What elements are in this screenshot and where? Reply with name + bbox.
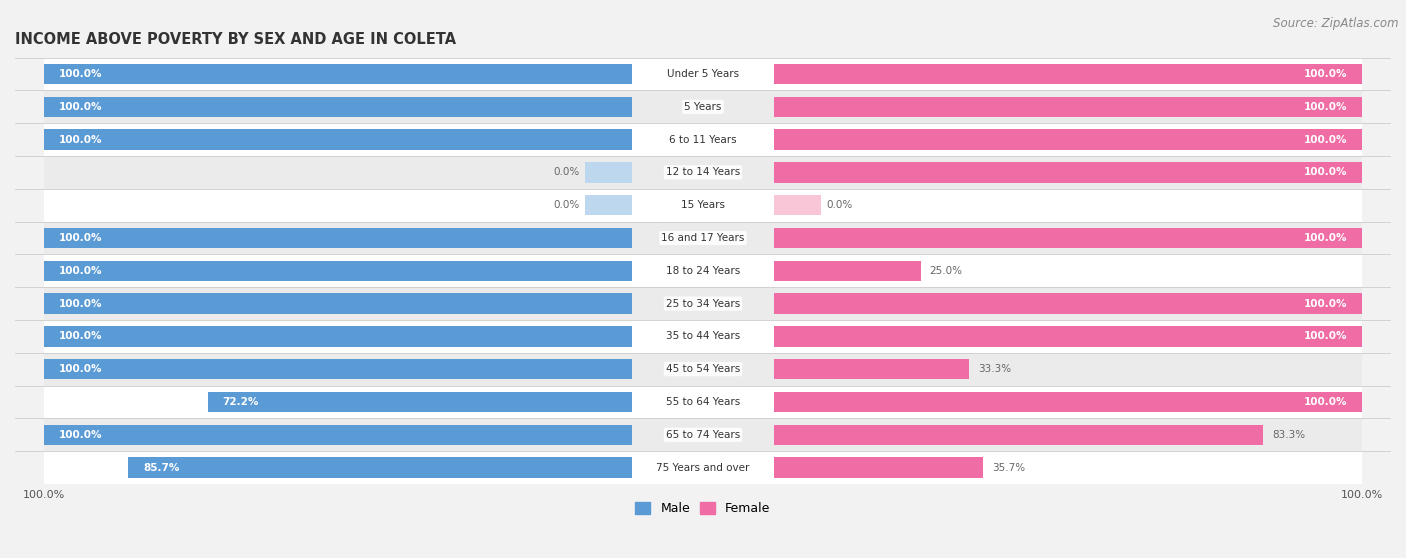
Bar xyxy=(773,458,983,478)
Text: 100.0%: 100.0% xyxy=(59,102,103,112)
Bar xyxy=(45,156,1361,189)
Bar xyxy=(773,97,1361,117)
Text: 18 to 24 Years: 18 to 24 Years xyxy=(666,266,740,276)
Bar xyxy=(585,162,633,182)
Bar xyxy=(45,287,1361,320)
Text: 35 to 44 Years: 35 to 44 Years xyxy=(666,331,740,341)
Bar xyxy=(773,228,1361,248)
Text: 100.0%: 100.0% xyxy=(59,266,103,276)
Text: 100.0%: 100.0% xyxy=(1303,331,1347,341)
Text: 100.0%: 100.0% xyxy=(59,331,103,341)
Text: 5 Years: 5 Years xyxy=(685,102,721,112)
Bar xyxy=(45,326,633,347)
Text: 75 Years and over: 75 Years and over xyxy=(657,463,749,473)
Text: 100.0%: 100.0% xyxy=(59,364,103,374)
Text: 100.0%: 100.0% xyxy=(59,233,103,243)
Bar xyxy=(773,294,1361,314)
Bar xyxy=(773,162,1361,182)
Bar xyxy=(45,222,1361,254)
Legend: Male, Female: Male, Female xyxy=(630,497,776,521)
Text: Under 5 Years: Under 5 Years xyxy=(666,69,740,79)
Text: INCOME ABOVE POVERTY BY SEX AND AGE IN COLETA: INCOME ABOVE POVERTY BY SEX AND AGE IN C… xyxy=(15,32,456,47)
Text: 0.0%: 0.0% xyxy=(554,167,579,177)
Text: 100.0%: 100.0% xyxy=(1303,299,1347,309)
Text: 6 to 11 Years: 6 to 11 Years xyxy=(669,134,737,145)
Bar xyxy=(773,425,1264,445)
Bar xyxy=(45,451,1361,484)
Text: 16 and 17 Years: 16 and 17 Years xyxy=(661,233,745,243)
Bar xyxy=(773,261,921,281)
Text: 85.7%: 85.7% xyxy=(143,463,180,473)
Text: 100.0%: 100.0% xyxy=(1303,233,1347,243)
Text: 83.3%: 83.3% xyxy=(1272,430,1305,440)
Bar xyxy=(45,425,633,445)
Text: 100.0%: 100.0% xyxy=(1303,102,1347,112)
Text: 100.0%: 100.0% xyxy=(1303,167,1347,177)
Text: 25.0%: 25.0% xyxy=(929,266,962,276)
Bar xyxy=(773,64,1361,84)
Bar xyxy=(45,294,633,314)
Bar xyxy=(45,254,1361,287)
Text: 100.0%: 100.0% xyxy=(59,69,103,79)
Text: 100.0%: 100.0% xyxy=(59,299,103,309)
Bar xyxy=(773,129,1361,150)
Text: Source: ZipAtlas.com: Source: ZipAtlas.com xyxy=(1274,17,1399,30)
Text: 100.0%: 100.0% xyxy=(1303,397,1347,407)
Bar xyxy=(45,359,633,379)
Text: 100.0%: 100.0% xyxy=(59,134,103,145)
Text: 55 to 64 Years: 55 to 64 Years xyxy=(666,397,740,407)
Bar xyxy=(45,189,1361,222)
Bar xyxy=(45,64,633,84)
Bar xyxy=(45,228,633,248)
Text: 25 to 34 Years: 25 to 34 Years xyxy=(666,299,740,309)
Text: 45 to 54 Years: 45 to 54 Years xyxy=(666,364,740,374)
Bar xyxy=(45,386,1361,418)
Text: 0.0%: 0.0% xyxy=(554,200,579,210)
Bar xyxy=(585,195,633,215)
Text: 100.0%: 100.0% xyxy=(59,430,103,440)
Text: 100.0%: 100.0% xyxy=(1303,69,1347,79)
Bar xyxy=(773,195,821,215)
Bar xyxy=(45,90,1361,123)
Bar xyxy=(45,57,1361,90)
Text: 35.7%: 35.7% xyxy=(993,463,1025,473)
Bar xyxy=(45,261,633,281)
Bar xyxy=(45,97,633,117)
Text: 33.3%: 33.3% xyxy=(979,364,1011,374)
Bar xyxy=(45,123,1361,156)
Text: 100.0%: 100.0% xyxy=(1303,134,1347,145)
Bar xyxy=(773,359,969,379)
Text: 0.0%: 0.0% xyxy=(827,200,852,210)
Text: 65 to 74 Years: 65 to 74 Years xyxy=(666,430,740,440)
Bar xyxy=(45,129,633,150)
Bar xyxy=(128,458,633,478)
Bar xyxy=(773,326,1361,347)
Text: 12 to 14 Years: 12 to 14 Years xyxy=(666,167,740,177)
Text: 15 Years: 15 Years xyxy=(681,200,725,210)
Bar xyxy=(773,392,1361,412)
Bar xyxy=(45,353,1361,386)
Text: 72.2%: 72.2% xyxy=(222,397,259,407)
Bar xyxy=(45,418,1361,451)
Bar xyxy=(45,320,1361,353)
Bar xyxy=(208,392,633,412)
